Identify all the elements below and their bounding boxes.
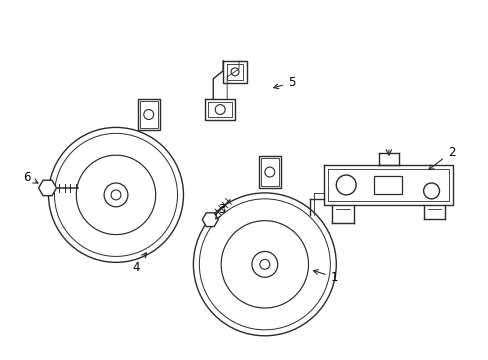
Text: 6: 6 [23,171,38,184]
Bar [140,100,157,129]
Polygon shape [39,180,56,196]
Text: 4: 4 [132,253,146,274]
Bar [373,176,401,194]
Text: 5: 5 [273,76,295,89]
Text: 2: 2 [428,146,454,170]
Bar [258,156,280,188]
Polygon shape [202,213,218,226]
Bar [138,99,160,130]
Text: 1: 1 [313,270,337,284]
Text: 3: 3 [215,203,225,219]
Circle shape [251,251,277,277]
Circle shape [104,183,128,207]
Bar [260,158,278,186]
